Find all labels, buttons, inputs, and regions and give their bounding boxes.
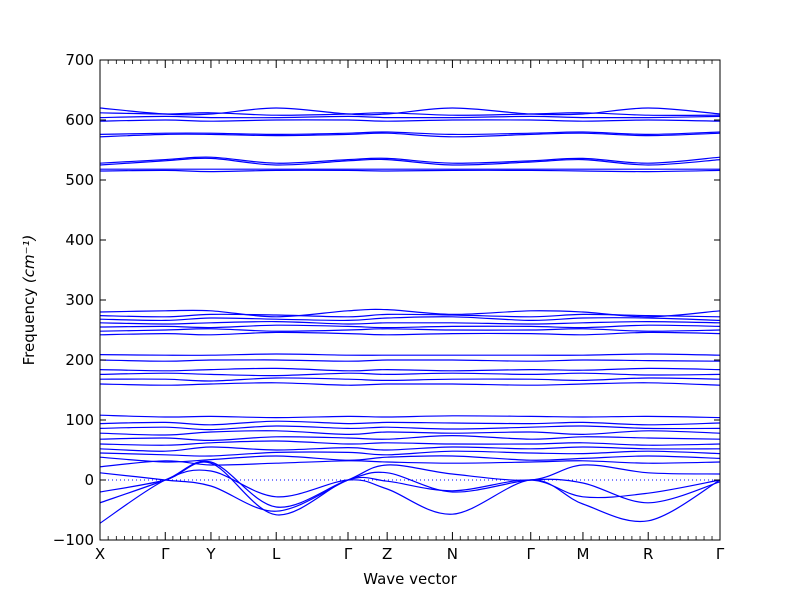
- band-line-11: [99, 430, 721, 436]
- band-line-1: [99, 469, 721, 524]
- x-tick-label: Y: [205, 545, 216, 563]
- x-tick-label: R: [643, 545, 653, 563]
- band-line-9: [99, 440, 721, 446]
- x-tick-label: M: [576, 545, 589, 563]
- band-line-34: [99, 119, 721, 122]
- y-axis-label: Frequency (cm⁻¹): [20, 235, 38, 366]
- band-line-8: [99, 446, 721, 452]
- band-line-27: [99, 308, 721, 318]
- band-line-18: [99, 367, 721, 372]
- band-line-10: [99, 434, 721, 442]
- band-line-17: [99, 372, 721, 377]
- x-tick-label: X: [95, 545, 105, 563]
- y-tick-label: 500: [65, 171, 94, 189]
- y-tick-label: 300: [65, 291, 94, 309]
- x-tick-label: Z: [382, 545, 392, 563]
- band-line-20: [99, 353, 721, 356]
- band-line-19: [99, 359, 721, 362]
- y-tick-label: 600: [65, 111, 94, 129]
- y-tick-label: 200: [65, 351, 94, 369]
- band-line-7: [99, 450, 721, 457]
- band-line-4: [99, 464, 721, 512]
- y-tick-label: 700: [65, 51, 94, 69]
- x-tick-label: Γ: [527, 545, 536, 563]
- band-line-36: [99, 112, 721, 116]
- y-tick-label: 0: [84, 471, 94, 489]
- band-line-16: [99, 377, 721, 382]
- band-line-37: [99, 107, 721, 116]
- band-line-23: [99, 324, 721, 329]
- band-line-21: [99, 331, 721, 336]
- band-line-24: [99, 320, 721, 325]
- band-line-35: [99, 115, 721, 119]
- x-tick-label: Γ: [344, 545, 353, 563]
- band-lines-group: [99, 107, 721, 524]
- band-line-32: [99, 132, 721, 138]
- y-tick-label: 100: [65, 411, 94, 429]
- axes-group: −100 0 100 200 300 400 500 600 700 X Γ Y L Γ Z N Γ M R Γ: [53, 51, 725, 563]
- band-line-22: [99, 328, 721, 332]
- band-line-2: [99, 460, 721, 508]
- band-line-28: [99, 169, 721, 173]
- x-tick-label: Γ: [716, 545, 725, 563]
- band-line-14: [99, 414, 721, 419]
- band-line-6: [99, 455, 721, 463]
- y-axis-label-unit: (cm⁻¹): [20, 235, 38, 284]
- band-line-25: [99, 316, 721, 322]
- y-tick-label: 400: [65, 231, 94, 249]
- x-axis-label: Wave vector: [363, 570, 457, 588]
- band-line-33: [99, 131, 721, 136]
- y-tick-label: −100: [53, 531, 94, 549]
- plot-frame: [99, 59, 721, 541]
- band-line-30: [99, 157, 721, 166]
- band-line-31: [99, 156, 721, 164]
- band-line-3: [99, 461, 721, 516]
- minor-ticks-group: [107, 60, 713, 540]
- x-tick-label: L: [272, 545, 281, 563]
- band-line-26: [99, 313, 721, 318]
- band-line-15: [99, 382, 721, 386]
- x-tick-label: Γ: [161, 545, 170, 563]
- band-line-5: [99, 460, 721, 468]
- y-axis-label-main: Frequency: [20, 283, 38, 365]
- band-line-12: [99, 425, 721, 431]
- band-line-13: [99, 420, 721, 426]
- x-tick-label: N: [447, 545, 458, 563]
